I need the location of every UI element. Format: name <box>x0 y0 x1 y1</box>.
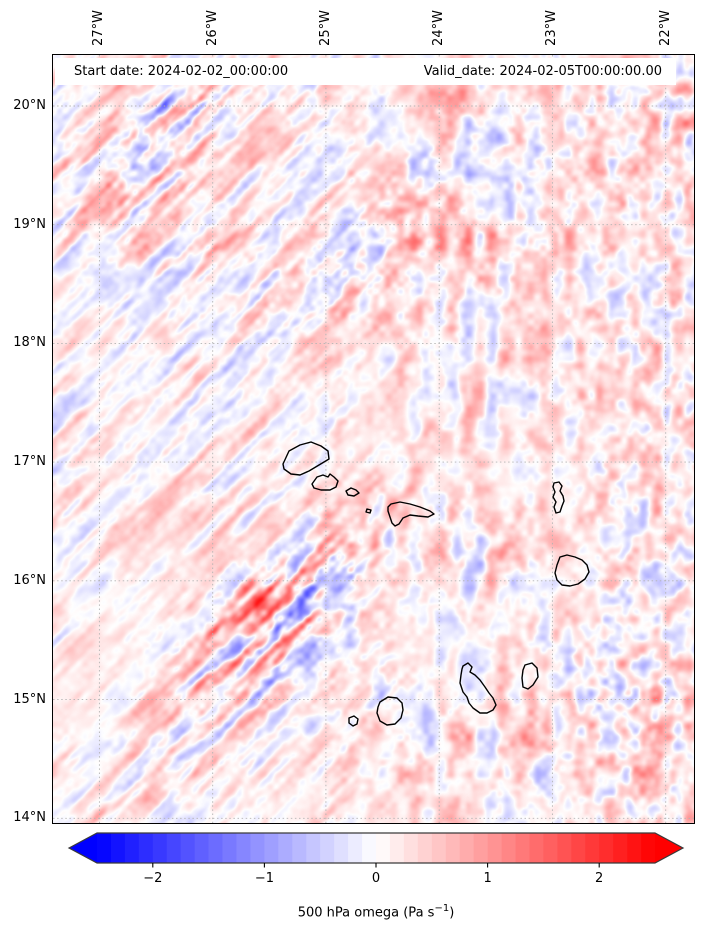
colorbar-band <box>431 833 447 863</box>
coastline-maio <box>521 662 539 690</box>
colorbar-band <box>180 833 195 863</box>
colorbar-band <box>166 833 182 863</box>
colorbar-band <box>292 833 307 863</box>
coastlines <box>282 441 590 727</box>
colorbar-band <box>613 833 628 863</box>
coastline-fogo <box>376 696 404 726</box>
x-tick-label: 24°W <box>431 10 447 46</box>
colorbar-band <box>529 833 544 863</box>
y-tick-label: 18°N <box>13 335 46 351</box>
colorbar-band <box>389 833 405 863</box>
y-tick-label: 16°N <box>13 572 46 588</box>
colorbar-band <box>250 833 265 863</box>
colorbar-tick-label: −2 <box>143 871 162 886</box>
colorbar-label-text: 500 hPa omega (Pa s <box>297 905 435 921</box>
colorbar-band <box>306 833 321 863</box>
colorbar-band <box>473 833 488 863</box>
omega-field-canvas <box>53 55 694 823</box>
colorbar-tick-label: 2 <box>595 871 603 886</box>
colorbar: −2 −1 0 1 2 <box>67 832 685 886</box>
colorbar-band <box>194 833 209 863</box>
colorbar-band <box>208 833 223 863</box>
x-tick-label: 25°W <box>317 10 333 46</box>
colorbar-band <box>222 833 237 863</box>
colorbar-band <box>334 833 349 863</box>
colorbar-band <box>599 833 614 863</box>
colorbar-band <box>138 833 154 863</box>
colorbar-band <box>543 833 558 863</box>
coastline-santiago <box>459 662 497 714</box>
colorbar-band <box>445 833 461 863</box>
y-tick-label: 15°N <box>13 691 46 707</box>
y-tick-label: 19°N <box>13 216 46 232</box>
valid-date-text: Valid_date: 2024-02-05T00:00:00.00 <box>423 64 662 79</box>
coastline-s-o-vicente <box>311 473 339 491</box>
coastline-raso <box>365 508 372 514</box>
colorbar-band <box>376 833 391 863</box>
colorbar-outline <box>67 832 685 864</box>
colorbar-tick-label: 0 <box>372 871 380 886</box>
colorbar-over-arrow <box>655 833 683 863</box>
colorbar-band <box>97 833 112 863</box>
x-tick-label: 27°W <box>91 10 107 46</box>
y-tick-label: 17°N <box>13 454 46 470</box>
coastline-boa-vista <box>554 554 590 587</box>
colorbar-band <box>110 833 126 863</box>
colorbar-band <box>487 833 502 863</box>
map-plot-area: Start date: 2024-02-02_00:00:00 Valid_da… <box>52 54 695 824</box>
y-tick-label: 14°N <box>13 810 46 826</box>
x-tick-label: 26°W <box>204 10 220 46</box>
colorbar-band <box>417 833 433 863</box>
colorbar-band <box>459 833 474 863</box>
colorbar-band <box>320 833 335 863</box>
map-overlay <box>53 55 694 823</box>
colorbar-label-exponent: −1 <box>434 903 450 914</box>
colorbar-band <box>585 833 600 863</box>
start-date-text: Start date: 2024-02-02_00:00:00 <box>74 64 289 79</box>
x-tick-label: 23°W <box>544 10 560 46</box>
colorbar-band <box>348 833 363 863</box>
colorbar-band <box>557 833 572 863</box>
y-tick-label: 20°N <box>13 98 46 114</box>
coastline-s-o-nicolau <box>387 501 435 527</box>
colorbar-band <box>362 833 377 863</box>
coastline-sal <box>552 481 565 514</box>
colorbar-band <box>236 833 251 863</box>
coastline-brava <box>348 715 359 727</box>
colorbar-band <box>278 833 293 863</box>
colorbar-band <box>403 833 419 863</box>
colorbar-band <box>152 833 168 863</box>
coastline-santo-ant-o <box>282 441 330 476</box>
colorbar-tick-label: −1 <box>255 871 274 886</box>
colorbar-tick-label: 1 <box>483 871 491 886</box>
title-band: Start date: 2024-02-02_00:00:00 Valid_da… <box>55 58 676 85</box>
colorbar-band <box>264 833 279 863</box>
colorbar-band <box>124 833 140 863</box>
coastline-santa-luzia <box>345 487 360 497</box>
colorbar-band <box>571 833 586 863</box>
colorbar-band <box>501 833 516 863</box>
colorbar-band <box>515 833 530 863</box>
colorbar-under-arrow <box>69 833 97 863</box>
x-tick-label: 22°W <box>657 10 673 46</box>
colorbar-label: 500 hPa omega (Pa s−1) <box>298 903 455 920</box>
colorbar-label-close: ) <box>449 905 455 921</box>
colorbar-band <box>641 833 656 863</box>
gridlines <box>53 55 694 823</box>
colorbar-band <box>627 833 642 863</box>
